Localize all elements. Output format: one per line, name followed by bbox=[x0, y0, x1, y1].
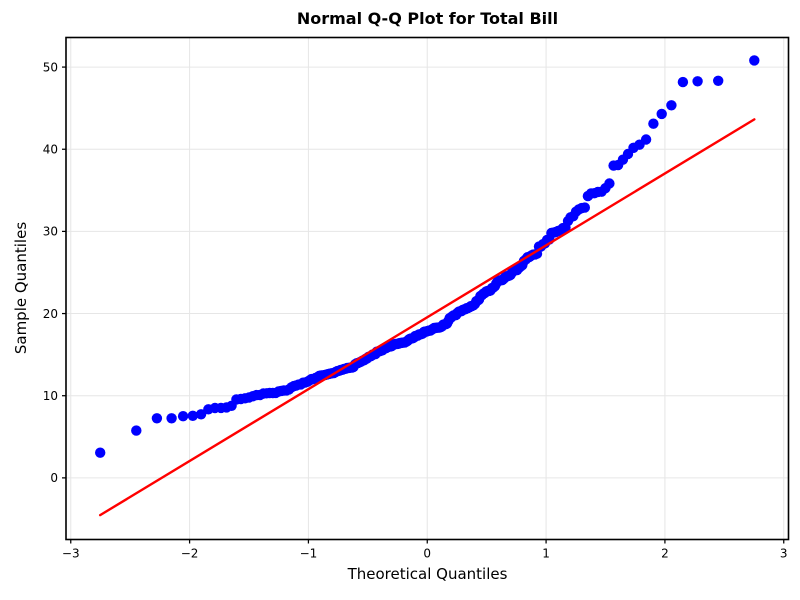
data-point bbox=[579, 202, 590, 213]
data-point bbox=[95, 447, 106, 458]
y-tick-label: 10 bbox=[43, 389, 58, 403]
data-point bbox=[692, 76, 703, 87]
x-tick-label: 3 bbox=[780, 547, 788, 561]
fit-line bbox=[98, 118, 756, 517]
y-axis-label-text: Sample Quantiles bbox=[12, 221, 30, 355]
x-tick-label: −1 bbox=[300, 547, 318, 561]
data-point bbox=[177, 411, 189, 422]
data-point bbox=[666, 100, 677, 111]
x-tick-label: 2 bbox=[661, 547, 669, 561]
data-point bbox=[640, 134, 652, 145]
data-point bbox=[166, 413, 177, 424]
chart-title: Normal Q-Q Plot for Total Bill bbox=[296, 9, 559, 28]
x-tick-label: 0 bbox=[423, 547, 431, 561]
y-tick-label: 40 bbox=[43, 142, 58, 156]
tick-marks bbox=[62, 66, 785, 544]
x-tick-label: −2 bbox=[181, 547, 199, 561]
data-point bbox=[131, 425, 142, 436]
data-point bbox=[195, 409, 207, 420]
data-point bbox=[604, 178, 615, 189]
y-tick-label: 0 bbox=[50, 471, 58, 485]
data-point bbox=[713, 75, 724, 87]
data-point bbox=[648, 118, 659, 129]
data-point bbox=[151, 413, 163, 424]
y-tick-label: 50 bbox=[43, 60, 58, 74]
data-point bbox=[677, 76, 689, 88]
data-point bbox=[187, 410, 198, 421]
data-point bbox=[656, 108, 667, 120]
x-axis-label: Theoretical Quantiles bbox=[347, 565, 508, 583]
x-tick-label: 1 bbox=[542, 547, 550, 561]
data-point bbox=[749, 55, 760, 66]
y-tick-label: 30 bbox=[43, 225, 58, 239]
y-tick-label: 20 bbox=[43, 307, 58, 321]
grid-lines bbox=[66, 37, 789, 540]
x-tick-label: −3 bbox=[62, 547, 80, 561]
